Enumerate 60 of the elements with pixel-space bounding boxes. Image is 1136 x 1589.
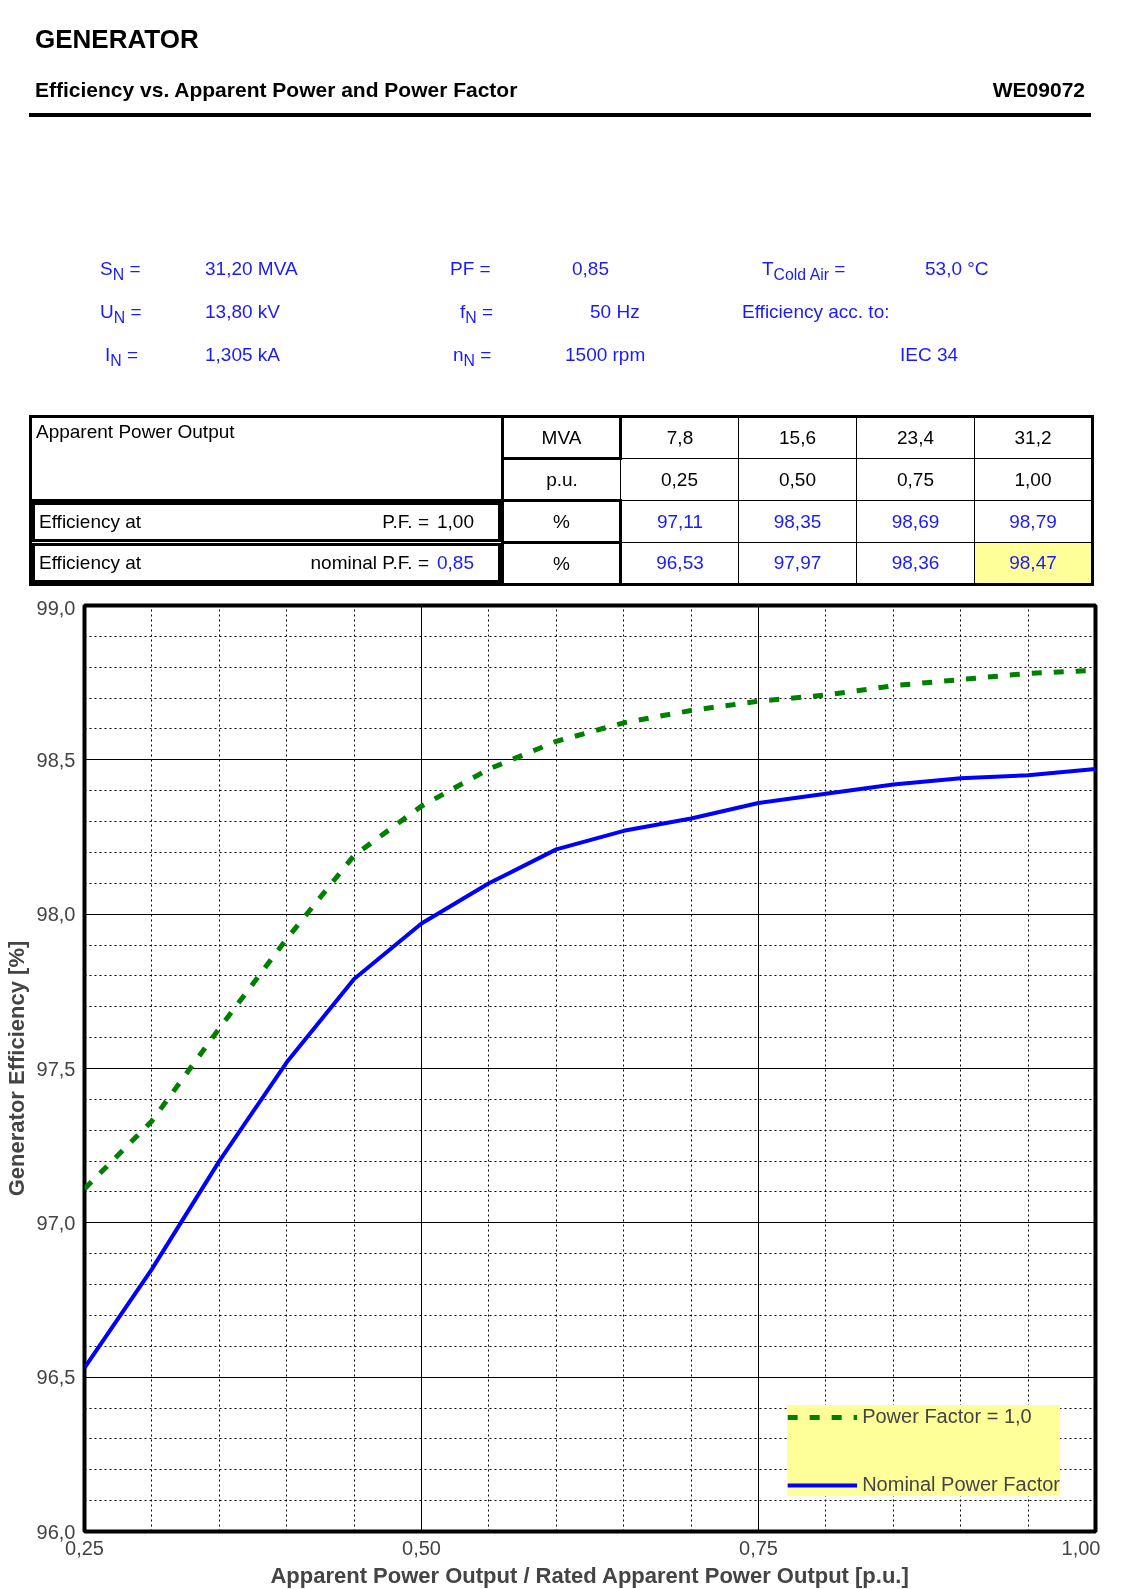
text: 50 Hz (590, 300, 640, 324)
x-axis-title: Apparent Power Output / Rated Apparent Power Output [p.u.] (270, 1562, 909, 1588)
text: T$_{Cold Air}$ = (762, 257, 846, 285)
text: WE09072 (992, 77, 1085, 103)
text: PF = (450, 257, 491, 281)
text: Efficiency at (39, 550, 143, 575)
text: 1,00 (974, 458, 1093, 501)
text: IEC 34 (900, 343, 959, 367)
text: S$_{N}$ = (100, 257, 141, 285)
line-series (84, 767, 1096, 1370)
text: I$_{N}$ = (105, 343, 139, 371)
text: 0,85 (572, 257, 609, 281)
text: 31,2 (974, 416, 1093, 459)
y-tick-label: 96,5 (36, 1366, 76, 1389)
chart-subtitle: Efficiency vs. Apparent Power and Power Factor (35, 77, 518, 103)
text: 23,4 (856, 416, 975, 459)
y-tick-label: 98,5 (36, 748, 76, 771)
x-tick-label: 0,50 (402, 1536, 441, 1559)
text: 96,53 (620, 542, 739, 585)
x-tick-label: 1,00 (1061, 1536, 1101, 1559)
text: f$_{N}$ = (460, 300, 494, 328)
text: 0,85 (437, 550, 474, 575)
text: % (502, 542, 621, 585)
text: U$_{N}$ = (100, 300, 142, 328)
y-tick-label: 97,0 (36, 1211, 76, 1234)
text: 0,75 (856, 458, 975, 501)
text: % (502, 500, 621, 543)
text: Apparent Power Output (30, 416, 503, 501)
text: 1500 rpm (565, 343, 646, 367)
legend-label: Nominal Power Factor (862, 1473, 1060, 1496)
text: 98,47 (974, 542, 1093, 585)
y-tick-label: 98,0 (36, 903, 76, 926)
text: MVA (502, 416, 621, 459)
text: Efficiency at (39, 510, 143, 535)
y-axis-title: Generator Efficiency [%] (3, 940, 29, 1197)
text: n$_{N}$ = (453, 343, 492, 371)
text: 98,35 (738, 500, 857, 543)
text: 15,6 (738, 416, 857, 459)
text: 98,79 (974, 500, 1093, 543)
text: 97,11 (620, 500, 739, 543)
text: 7,8 (620, 416, 739, 459)
text: 98,69 (856, 500, 975, 543)
text: p.u. (502, 458, 621, 501)
text: 1,00 (437, 510, 474, 535)
text: 13,80 kV (205, 300, 280, 324)
legend-label: Power Factor = 1,0 (862, 1405, 1032, 1428)
text: P.F. = (381, 510, 429, 535)
text: 0,25 (620, 458, 739, 501)
text: Efficiency acc. to: (742, 300, 890, 324)
y-tick-label: 97,5 (36, 1057, 76, 1080)
chart-title: GENERATOR (35, 23, 199, 56)
text: 98,36 (856, 542, 975, 585)
y-tick-label: 99,0 (36, 596, 76, 619)
x-tick-label: 0,75 (739, 1536, 778, 1559)
text: 53,0 °C (925, 257, 989, 281)
text: 0,50 (738, 458, 857, 501)
text: nominal P.F. = (309, 550, 429, 575)
text: 31,20 MVA (205, 257, 298, 281)
text: 1,305 kA (205, 343, 280, 367)
text: 97,97 (738, 542, 857, 585)
